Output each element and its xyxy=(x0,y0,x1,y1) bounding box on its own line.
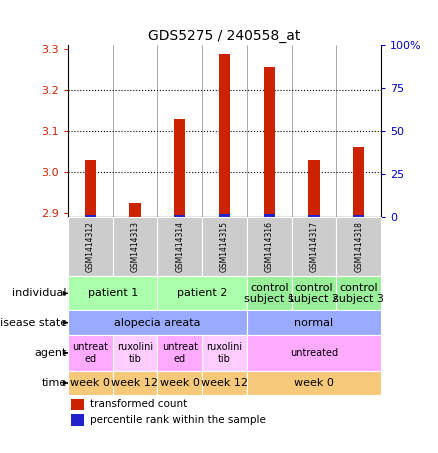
Text: week 0: week 0 xyxy=(160,378,200,388)
Text: week 0: week 0 xyxy=(71,378,110,388)
Text: control
subject 2: control subject 2 xyxy=(289,283,339,304)
Text: GSM1414316: GSM1414316 xyxy=(265,222,274,272)
Bar xyxy=(202,371,247,395)
Bar xyxy=(113,217,157,276)
Text: patient 2: patient 2 xyxy=(177,288,227,299)
Text: normal: normal xyxy=(294,318,333,328)
Text: GSM1414318: GSM1414318 xyxy=(354,222,363,272)
Bar xyxy=(247,276,292,310)
Bar xyxy=(85,215,96,217)
Bar xyxy=(157,335,202,371)
Bar xyxy=(292,276,336,310)
Text: disease state: disease state xyxy=(0,318,67,328)
Text: GSM1414317: GSM1414317 xyxy=(310,222,318,272)
Bar xyxy=(68,335,113,371)
Bar xyxy=(247,371,381,395)
Bar xyxy=(202,217,247,276)
Bar xyxy=(174,215,185,217)
Bar xyxy=(71,414,84,426)
Bar xyxy=(85,160,96,217)
Bar xyxy=(219,214,230,217)
Text: control
subject 3: control subject 3 xyxy=(333,283,384,304)
Text: ruxolini
tib: ruxolini tib xyxy=(206,342,243,364)
Bar xyxy=(308,215,320,217)
Bar xyxy=(247,335,381,371)
Bar xyxy=(336,276,381,310)
Bar xyxy=(264,67,275,217)
Bar xyxy=(353,147,364,217)
Text: alopecia areata: alopecia areata xyxy=(114,318,201,328)
Text: time: time xyxy=(42,378,67,388)
Text: untreated: untreated xyxy=(290,348,338,358)
Bar xyxy=(129,203,141,217)
Bar xyxy=(264,214,275,217)
Title: GDS5275 / 240558_at: GDS5275 / 240558_at xyxy=(148,29,300,43)
Bar xyxy=(247,310,381,335)
Text: GSM1414312: GSM1414312 xyxy=(86,222,95,272)
Text: individual: individual xyxy=(13,288,67,299)
Text: week 12: week 12 xyxy=(112,378,159,388)
Text: agent: agent xyxy=(35,348,67,358)
Text: untreat
ed: untreat ed xyxy=(72,342,108,364)
Bar xyxy=(113,335,157,371)
Bar xyxy=(68,310,247,335)
Text: patient 1: patient 1 xyxy=(88,288,138,299)
Bar xyxy=(353,215,364,217)
Bar xyxy=(292,217,336,276)
Bar xyxy=(157,371,202,395)
Text: GSM1414313: GSM1414313 xyxy=(131,222,139,272)
Bar xyxy=(68,371,113,395)
Bar xyxy=(174,119,185,217)
Text: ruxolini
tib: ruxolini tib xyxy=(117,342,153,364)
Text: week 12: week 12 xyxy=(201,378,248,388)
Bar xyxy=(157,217,202,276)
Text: percentile rank within the sample: percentile rank within the sample xyxy=(90,415,266,425)
Bar xyxy=(336,217,381,276)
Text: transformed count: transformed count xyxy=(90,399,187,409)
Bar xyxy=(68,276,157,310)
Bar xyxy=(219,54,230,217)
Bar xyxy=(68,217,113,276)
Text: GSM1414315: GSM1414315 xyxy=(220,222,229,272)
Text: control
subject 1: control subject 1 xyxy=(244,283,295,304)
Text: untreat
ed: untreat ed xyxy=(162,342,198,364)
Bar xyxy=(71,399,84,410)
Bar xyxy=(308,160,320,217)
Bar xyxy=(113,371,157,395)
Text: week 0: week 0 xyxy=(294,378,334,388)
Bar xyxy=(247,217,292,276)
Bar xyxy=(202,335,247,371)
Bar xyxy=(157,276,247,310)
Text: GSM1414314: GSM1414314 xyxy=(175,222,184,272)
